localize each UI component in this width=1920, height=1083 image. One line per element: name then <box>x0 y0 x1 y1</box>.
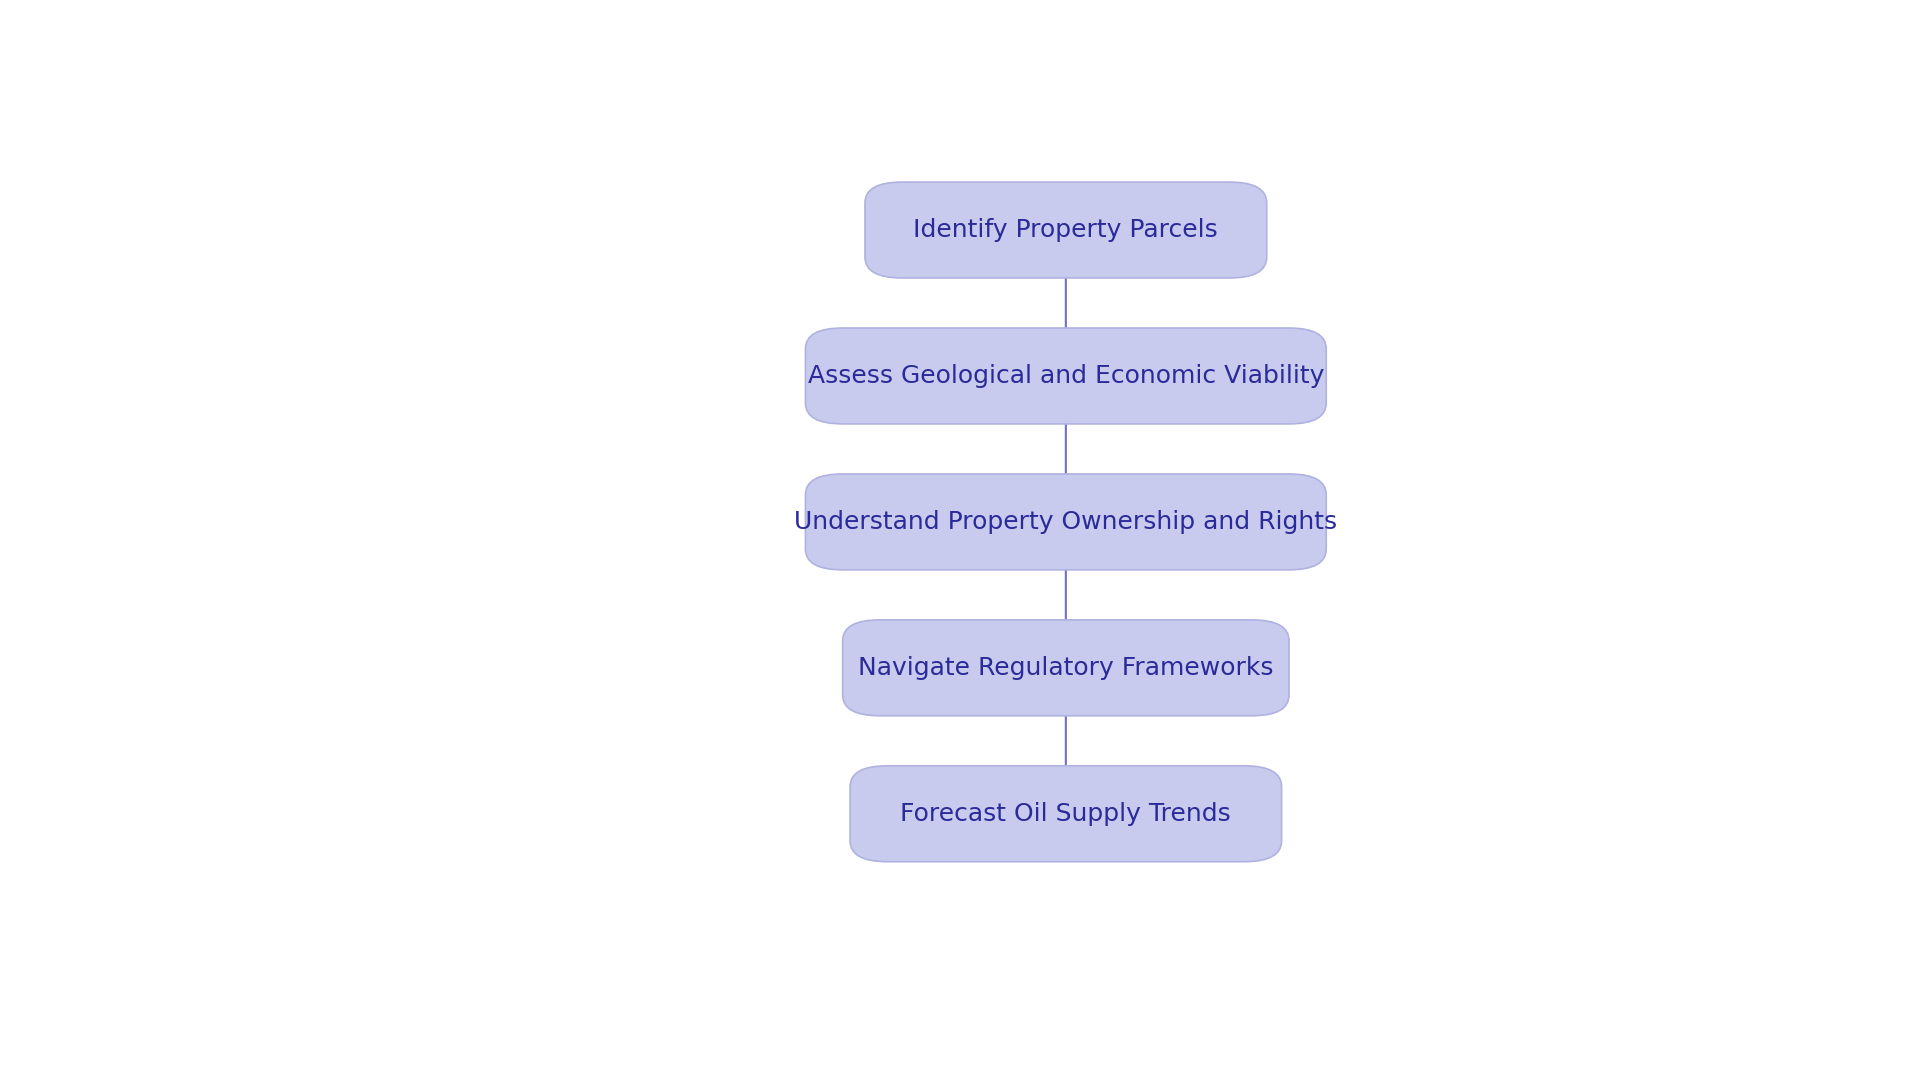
FancyBboxPatch shape <box>806 328 1327 423</box>
FancyBboxPatch shape <box>806 474 1327 570</box>
Text: Identify Property Parcels: Identify Property Parcels <box>914 218 1217 242</box>
FancyBboxPatch shape <box>843 619 1288 716</box>
Text: Assess Geological and Economic Viability: Assess Geological and Economic Viability <box>808 364 1325 388</box>
Text: Forecast Oil Supply Trends: Forecast Oil Supply Trends <box>900 801 1231 825</box>
Text: Navigate Regulatory Frameworks: Navigate Regulatory Frameworks <box>858 656 1273 680</box>
FancyBboxPatch shape <box>851 766 1283 862</box>
Text: Understand Property Ownership and Rights: Understand Property Ownership and Rights <box>795 510 1338 534</box>
FancyBboxPatch shape <box>864 182 1267 278</box>
